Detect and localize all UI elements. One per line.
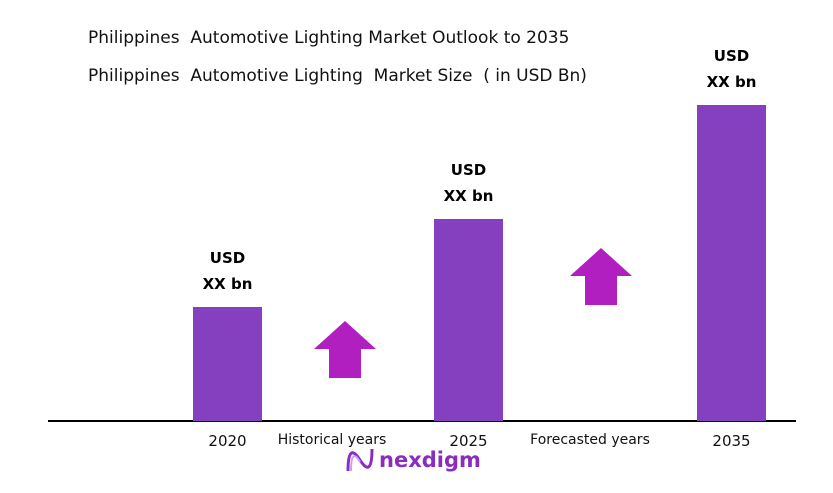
up-arrow-icon [314, 321, 376, 378]
chart-subtitle: Philippines Automotive Lighting Market S… [88, 66, 587, 86]
nexdigm-logo-icon [346, 448, 374, 472]
x-tick-label: 2035 [712, 432, 751, 450]
data-label: XX bn [202, 275, 253, 294]
up-arrow-icon [570, 248, 632, 305]
x-axis-line [48, 420, 796, 422]
bar-2020 [193, 307, 262, 421]
bar-2025 [434, 218, 503, 421]
annotation-forecasted: Forecasted years [530, 432, 650, 448]
x-tick-label: 2020 [208, 432, 247, 450]
data-label: USD [713, 47, 750, 65]
data-label: USD [209, 249, 246, 268]
annotation-historical: Historical years [277, 432, 387, 448]
nexdigm-logo: nexdigm [345, 447, 481, 473]
data-label: XX bn [706, 73, 757, 91]
data-label: USD [450, 160, 487, 179]
bar-2035 [697, 105, 766, 421]
chart-title: Philippines Automotive Lighting Market O… [88, 28, 570, 48]
logo-text: nexdigm [379, 448, 481, 472]
data-label: XX bn [443, 186, 494, 205]
x-tick-label: 2025 [449, 432, 488, 450]
